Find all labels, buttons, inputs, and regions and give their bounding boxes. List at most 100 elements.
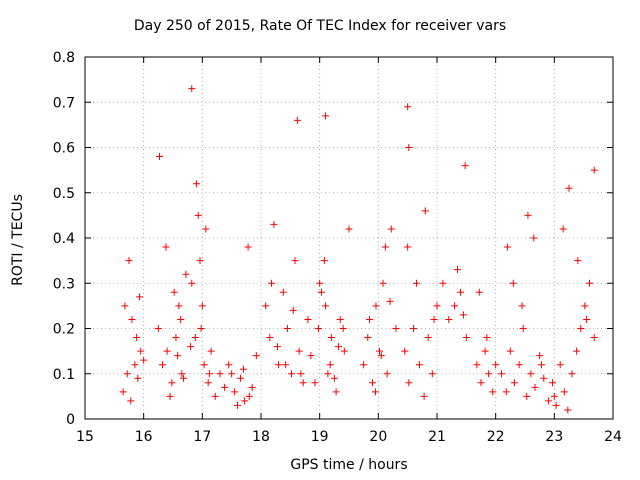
data-point — [192, 180, 200, 188]
data-point — [283, 325, 291, 332]
data-point — [451, 302, 459, 310]
data-point — [252, 352, 260, 360]
data-point — [196, 257, 204, 265]
data-point — [433, 302, 441, 310]
data-point — [392, 325, 400, 332]
data-point — [320, 257, 328, 265]
data-point — [324, 370, 332, 378]
data-point — [371, 388, 379, 396]
data-point — [428, 370, 436, 378]
data-point — [573, 347, 581, 355]
y-tick-label: 0.4 — [53, 231, 75, 247]
data-point — [178, 370, 186, 378]
data-point — [581, 302, 589, 310]
data-point — [202, 225, 210, 233]
data-point — [311, 379, 319, 387]
y-tick-label: 0.1 — [53, 367, 75, 383]
data-point — [162, 243, 170, 251]
data-point — [140, 356, 148, 364]
data-point — [540, 374, 548, 382]
data-point — [536, 352, 544, 360]
data-point — [405, 144, 413, 151]
data-point — [332, 388, 340, 396]
data-point — [288, 370, 296, 378]
data-point — [360, 361, 368, 369]
y-tick-label: 0.5 — [53, 186, 75, 202]
data-point — [188, 85, 196, 93]
data-point — [187, 343, 195, 351]
x-tick-label: 16 — [135, 429, 153, 445]
data-point — [221, 383, 229, 391]
data-point — [519, 325, 527, 332]
data-point — [136, 293, 144, 301]
data-point — [216, 370, 224, 378]
data-point — [583, 315, 591, 323]
data-point — [485, 370, 493, 378]
data-point — [244, 243, 252, 251]
data-point — [590, 334, 598, 342]
tick-labels: 15 16 17 18 19 20 21 22 23 24 0 0.1 0.2 0.3 0.4 0.5 0.6 0… — [53, 50, 622, 445]
data-point — [590, 166, 598, 174]
y-tick-label: 0.8 — [53, 50, 75, 66]
data-point — [537, 361, 545, 369]
data-point — [327, 334, 335, 342]
data-point — [293, 116, 301, 124]
data-point — [307, 352, 315, 360]
data-point — [200, 361, 208, 369]
data-point — [387, 225, 395, 233]
data-point — [420, 392, 428, 400]
data-point — [188, 279, 196, 287]
y-tick-label: 0.3 — [53, 276, 75, 292]
y-tick-label: 0 — [66, 412, 75, 428]
data-point — [234, 401, 242, 409]
data-point — [364, 334, 372, 342]
data-point — [386, 297, 394, 305]
data-point — [334, 343, 342, 351]
data-point — [299, 379, 307, 387]
data-point — [133, 334, 141, 342]
data-point — [137, 347, 145, 355]
data-point — [295, 347, 303, 355]
x-tick-label: 22 — [487, 429, 505, 445]
data-point — [502, 388, 510, 396]
data-point — [225, 361, 233, 369]
data-point — [477, 379, 485, 387]
axes — [84, 56, 614, 420]
x-axis-label: GPS time / hours — [290, 457, 408, 473]
data-point — [156, 153, 164, 161]
data-point — [273, 343, 281, 351]
data-point — [415, 361, 423, 369]
data-point — [317, 288, 325, 296]
data-point — [166, 392, 174, 400]
data-point — [412, 279, 420, 287]
data-point — [204, 379, 212, 387]
data-point — [194, 211, 202, 219]
data-point — [462, 334, 470, 342]
data-point — [445, 315, 453, 323]
data-point — [377, 352, 385, 360]
data-point — [509, 279, 517, 287]
data-point — [559, 225, 567, 233]
data-point — [405, 379, 413, 387]
data-point — [262, 302, 270, 310]
data-point — [291, 257, 299, 265]
data-point — [577, 325, 585, 332]
data-point — [205, 370, 213, 378]
data-point — [207, 347, 215, 355]
data-point — [175, 302, 183, 310]
data-point — [158, 361, 166, 369]
data-point — [530, 234, 538, 242]
data-point — [550, 392, 558, 400]
data-point — [565, 184, 573, 192]
data-point — [404, 103, 412, 111]
data-point — [125, 257, 133, 265]
data-point — [424, 334, 432, 342]
data-point — [339, 325, 347, 332]
data-point — [198, 302, 206, 310]
data-point — [245, 392, 253, 400]
data-point — [119, 388, 127, 396]
x-tick-label: 15 — [76, 429, 94, 445]
data-point — [564, 406, 572, 414]
data-point — [128, 315, 136, 323]
data-point — [316, 279, 324, 287]
